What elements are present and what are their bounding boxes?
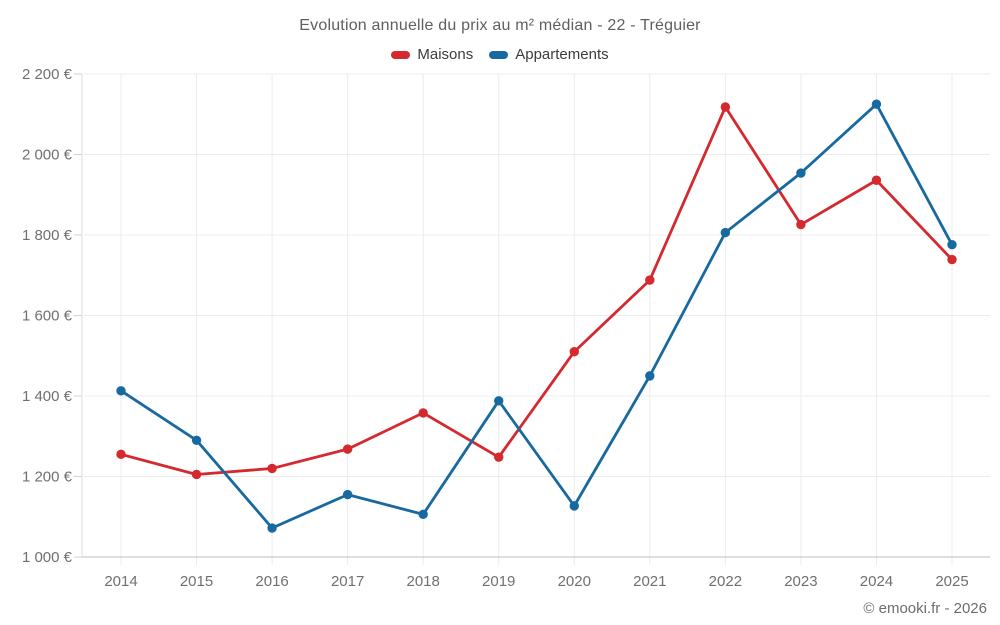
point-appartements-2025[interactable] bbox=[947, 239, 957, 250]
y-tick-label: 1 000 € bbox=[22, 549, 73, 566]
line-maisons[interactable] bbox=[119, 105, 954, 476]
x-tick-label: 2023 bbox=[784, 573, 817, 590]
x-tick-label: 2017 bbox=[331, 573, 364, 590]
legend-label-maisons: Maisons bbox=[417, 46, 474, 63]
point-maisons-2025[interactable] bbox=[947, 254, 957, 265]
y-tick-label: 1 200 € bbox=[22, 469, 73, 486]
legend-item-appartements[interactable]: Appartements bbox=[489, 46, 609, 63]
point-maisons-2024[interactable] bbox=[871, 175, 882, 185]
point-appartements-2015[interactable] bbox=[191, 435, 202, 445]
y-tick-label: 1 800 € bbox=[22, 227, 73, 244]
x-tick-label: 2018 bbox=[406, 573, 439, 590]
x-tick-label: 2019 bbox=[482, 573, 515, 590]
point-maisons-2018[interactable] bbox=[418, 408, 428, 418]
point-appartements-2014[interactable] bbox=[116, 386, 126, 396]
point-appartements-2022[interactable] bbox=[720, 227, 731, 238]
appartements-legend-swatch-icon bbox=[489, 50, 509, 59]
point-maisons-2014[interactable] bbox=[116, 449, 126, 460]
point-maisons-2022[interactable] bbox=[720, 102, 731, 112]
x-tick-label: 2024 bbox=[860, 573, 893, 590]
x-tick-label: 2020 bbox=[558, 573, 591, 590]
legend-item-maisons[interactable]: Maisons bbox=[391, 46, 473, 63]
y-gridlines: 1 000 € 1 200 € 1 400 € 1 600 € 1 800 € 2 000… bbox=[22, 66, 990, 566]
point-appartements-2024[interactable] bbox=[871, 99, 882, 109]
maisons-legend-swatch-icon bbox=[391, 50, 411, 59]
x-tick-label: 2016 bbox=[255, 573, 288, 590]
y-tick-label: 2 000 € bbox=[22, 147, 73, 164]
chart-legend: Maisons Appartements bbox=[0, 46, 1000, 63]
x-gridlines: 2014 2015 2016 2017 2018 2019 2020 2021 2022 2023… bbox=[104, 74, 969, 590]
watermark-credit: © emooki.fr - 2026 bbox=[863, 600, 987, 617]
point-appartements-2021[interactable] bbox=[645, 371, 655, 381]
point-appartements-2017[interactable] bbox=[342, 489, 353, 500]
x-tick-label: 2021 bbox=[633, 573, 666, 590]
point-maisons-2023[interactable] bbox=[796, 219, 806, 230]
y-tick-label: 2 200 € bbox=[22, 66, 73, 83]
point-maisons-2017[interactable] bbox=[342, 444, 353, 454]
y-tick-label: 1 400 € bbox=[22, 388, 73, 405]
point-maisons-2020[interactable] bbox=[569, 347, 579, 357]
point-appartements-2023[interactable] bbox=[796, 168, 806, 178]
line-appartements[interactable] bbox=[119, 102, 954, 530]
x-tick-label: 2022 bbox=[709, 573, 742, 590]
point-appartements-2016[interactable] bbox=[267, 523, 277, 533]
y-tick-label: 1 600 € bbox=[22, 308, 73, 325]
x-tick-label: 2025 bbox=[935, 573, 968, 590]
point-maisons-2015[interactable] bbox=[191, 469, 202, 480]
point-appartements-2020[interactable] bbox=[569, 501, 579, 511]
point-appartements-2019[interactable] bbox=[494, 396, 504, 406]
point-maisons-2019[interactable] bbox=[494, 452, 504, 462]
legend-label-appartements: Appartements bbox=[515, 46, 609, 63]
point-maisons-2016[interactable] bbox=[267, 463, 277, 474]
x-tick-label: 2014 bbox=[104, 573, 137, 590]
x-tick-label: 2015 bbox=[180, 573, 213, 590]
point-maisons-2021[interactable] bbox=[645, 275, 655, 285]
point-appartements-2018[interactable] bbox=[418, 509, 428, 520]
chart-title: Evolution annuelle du prix au m² médian … bbox=[299, 17, 701, 34]
